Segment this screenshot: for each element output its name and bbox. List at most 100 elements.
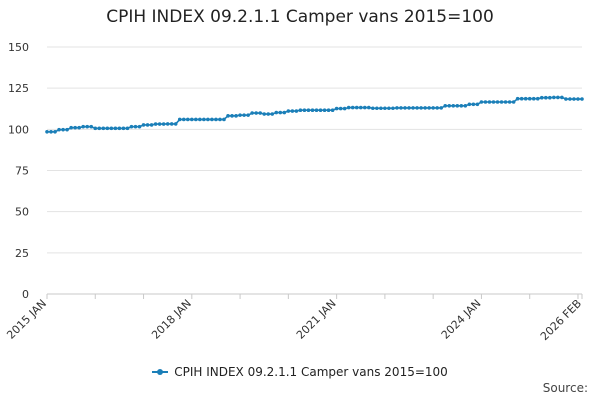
data-point: [73, 125, 77, 130]
data-point: [576, 97, 580, 101]
data-point: [415, 106, 419, 110]
data-point: [395, 106, 399, 110]
y-tick-label: 50: [15, 206, 29, 219]
data-point: [165, 122, 170, 126]
data-point: [206, 117, 210, 122]
data-point: [326, 108, 331, 113]
data-point: [548, 95, 552, 100]
data-point: [246, 113, 250, 117]
data-point: [379, 106, 383, 111]
data-point: [544, 95, 548, 100]
data-point: [45, 130, 49, 134]
data-point: [302, 108, 307, 113]
data-point: [153, 122, 158, 126]
data-point: [499, 100, 504, 104]
data-point: [491, 100, 496, 104]
data-point: [572, 97, 576, 101]
data-point: [181, 117, 186, 122]
data-point: [141, 123, 146, 127]
data-point: [65, 127, 69, 132]
data-point: [515, 96, 520, 101]
data-point: [133, 124, 138, 129]
data-point: [435, 106, 439, 110]
data-point: [330, 108, 335, 113]
data-point: [483, 100, 488, 104]
x-tick-label: 2015 JAN: [4, 297, 49, 342]
data-point: [125, 126, 130, 131]
y-axis: 0 25 50 75 100 125 150: [8, 41, 29, 301]
data-point: [310, 108, 315, 113]
y-tick-label: 75: [15, 165, 29, 178]
data-point: [222, 117, 226, 122]
data-point: [318, 108, 323, 113]
data-point: [93, 126, 98, 131]
data-point: [487, 100, 492, 104]
data-point: [274, 110, 279, 115]
data-point: [399, 106, 403, 110]
data-point: [568, 97, 572, 101]
data-point: [202, 117, 206, 122]
data-point: [439, 106, 444, 110]
data-point: [342, 106, 347, 111]
y-tick-label: 150: [8, 41, 29, 54]
data-point: [282, 110, 287, 115]
data-point: [539, 95, 544, 100]
data-point: [77, 125, 81, 130]
chart-title: CPIH INDEX 09.2.1.1 Camper vans 2015=100: [106, 7, 494, 27]
data-point: [451, 103, 456, 108]
data-point: [403, 106, 407, 110]
data-point: [149, 123, 154, 127]
data-point: [354, 105, 359, 110]
data-point: [443, 103, 448, 108]
x-tick-label: 2018 JAN: [149, 297, 194, 342]
data-point: [242, 113, 246, 117]
data-point: [298, 108, 303, 113]
data-point: [173, 122, 178, 126]
y-tick-label: 0: [22, 288, 29, 301]
x-tick-label: 2024 JAN: [439, 297, 484, 342]
data-point: [423, 106, 427, 110]
data-point: [362, 105, 367, 110]
data-point: [459, 103, 464, 108]
data-point: [495, 100, 500, 104]
data-point: [105, 126, 110, 131]
data-point: [190, 117, 194, 122]
data-point: [463, 103, 468, 108]
data-point: [81, 124, 85, 129]
legend-swatch-icon: [152, 366, 169, 378]
y-tick-label: 100: [8, 123, 29, 136]
legend-label: CPIH INDEX 09.2.1.1 Camper vans 2015=100: [174, 365, 448, 379]
data-point: [391, 106, 395, 111]
data-point: [234, 114, 238, 118]
x-tick-label: 2026 FEB: [538, 297, 584, 343]
data-point: [419, 106, 423, 110]
data-point: [161, 122, 166, 126]
data-point: [383, 106, 387, 111]
data-point: [411, 106, 415, 110]
data-point: [371, 106, 375, 111]
data-point: [101, 126, 106, 131]
data-point: [455, 103, 460, 108]
data-point: [338, 106, 343, 111]
data-point: [49, 130, 53, 134]
legend: CPIH INDEX 09.2.1.1 Camper vans 2015=100: [0, 365, 600, 381]
data-point: [503, 100, 508, 104]
data-point: [314, 108, 319, 113]
data-point: [97, 126, 102, 131]
data-point: [427, 106, 431, 110]
data-point: [387, 106, 391, 111]
legend-item[interactable]: CPIH INDEX 09.2.1.1 Camper vans 2015=100: [152, 365, 448, 379]
data-point: [258, 111, 263, 115]
data-point: [346, 105, 351, 110]
data-point: [137, 124, 142, 129]
data-point: [238, 113, 242, 117]
data-point: [57, 127, 61, 132]
data-point: [226, 114, 230, 118]
data-point: [218, 117, 222, 122]
data-point: [157, 122, 162, 126]
plot-area: [45, 95, 584, 134]
data-point: [230, 114, 234, 118]
data-point: [475, 102, 480, 107]
data-point: [564, 97, 568, 101]
data-point: [254, 111, 258, 115]
